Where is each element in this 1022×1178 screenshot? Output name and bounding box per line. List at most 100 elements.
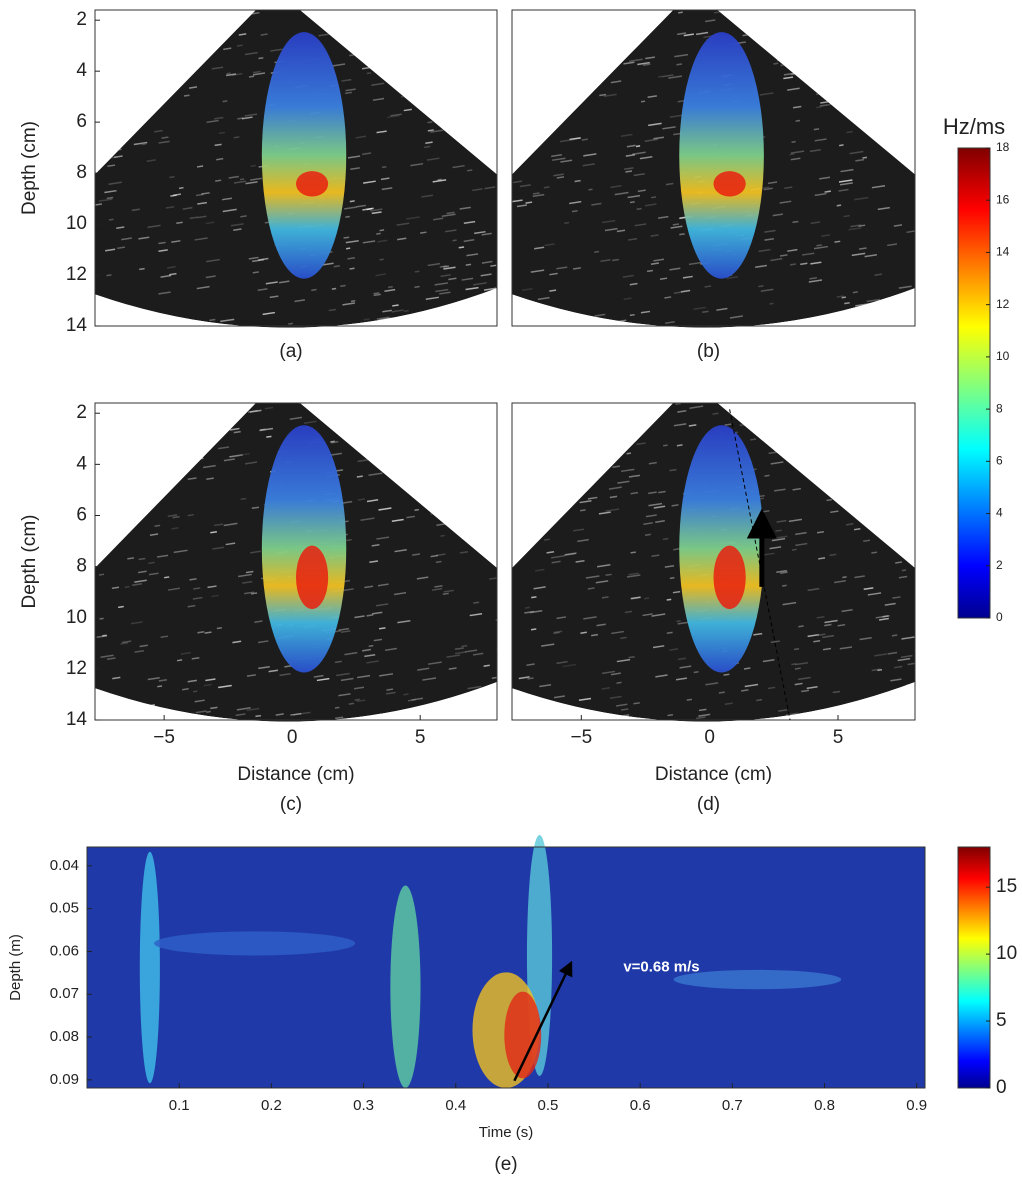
speckle	[338, 627, 349, 631]
speckle	[127, 557, 135, 560]
speckle	[381, 166, 387, 169]
speckle	[840, 168, 854, 173]
speckle	[345, 215, 350, 218]
x-tick-label: 0.9	[906, 1097, 927, 1114]
speckle	[229, 427, 240, 431]
speckle	[371, 211, 382, 215]
speckle	[675, 677, 688, 681]
y-tick-label: 18	[996, 140, 1010, 154]
speckle	[252, 258, 265, 263]
speckle	[836, 295, 844, 298]
y-tick-label: 0.08	[50, 1028, 79, 1045]
speckle	[756, 698, 763, 702]
speckle	[577, 538, 589, 543]
speckle	[427, 262, 441, 267]
speckle	[836, 204, 842, 207]
speckle	[173, 193, 182, 197]
speckle	[666, 631, 673, 634]
y-tick-label: 0.09	[50, 1071, 79, 1088]
speckle	[834, 240, 841, 243]
speckle	[862, 156, 868, 159]
speckle	[448, 277, 457, 281]
velocity-map	[679, 32, 764, 279]
speckle	[148, 572, 159, 576]
speckle	[427, 661, 442, 665]
speckle	[775, 529, 782, 532]
speckle	[824, 619, 838, 624]
speckle	[612, 465, 621, 468]
speckle	[853, 528, 861, 531]
speckle	[416, 576, 429, 580]
speckle	[248, 256, 259, 260]
y-tick-label: 6	[76, 504, 87, 525]
speckle	[686, 698, 693, 701]
speckle	[648, 122, 662, 127]
speckle	[767, 181, 778, 185]
speckle	[380, 177, 390, 181]
speckle	[776, 569, 788, 573]
speckle	[411, 697, 424, 701]
speckle	[724, 423, 732, 426]
speckle	[210, 530, 218, 534]
speckle	[275, 713, 284, 716]
speckle	[245, 570, 254, 574]
speckle	[532, 192, 540, 195]
speckle	[105, 248, 116, 252]
speckle	[239, 178, 245, 181]
speckle	[249, 409, 262, 413]
speckle	[250, 592, 258, 595]
speckle	[541, 643, 555, 647]
speckle	[213, 523, 224, 527]
speckle	[99, 617, 104, 620]
speckle	[601, 670, 616, 675]
speckle	[866, 298, 881, 303]
speckle	[331, 440, 339, 444]
speckle	[534, 246, 545, 250]
speckle	[230, 223, 244, 227]
speckle	[689, 405, 704, 409]
speckle	[329, 452, 342, 456]
speckle	[355, 204, 366, 208]
speckle	[591, 633, 599, 637]
speckle	[259, 427, 274, 432]
speckle	[459, 550, 469, 554]
speckle	[390, 113, 402, 117]
speckle	[446, 211, 455, 215]
speckle	[744, 683, 759, 688]
speckle	[877, 206, 890, 211]
speckle	[483, 664, 490, 667]
speckle	[651, 613, 666, 617]
speckle	[809, 149, 821, 153]
speckle	[427, 129, 434, 132]
speckle	[194, 237, 208, 241]
speckle	[816, 615, 825, 619]
speckle	[836, 204, 842, 207]
speckle	[197, 201, 207, 205]
speckle	[556, 616, 567, 620]
speckle	[901, 569, 907, 572]
frame	[94, 402, 498, 721]
speckle	[693, 306, 706, 311]
speckle	[349, 267, 355, 270]
y-tick-label: 8	[76, 556, 87, 577]
y-tick-label: 0	[996, 1077, 1007, 1098]
y-tick-label: 14	[66, 315, 88, 336]
speckle	[834, 579, 846, 584]
speckle	[776, 519, 787, 523]
speckle	[669, 267, 681, 271]
speckle	[772, 213, 783, 217]
speckle	[724, 702, 733, 705]
heat-streak	[504, 991, 542, 1079]
speckle	[770, 640, 780, 644]
speckle	[472, 652, 484, 656]
speckle	[236, 44, 243, 47]
speckle	[222, 100, 228, 103]
speckle	[848, 227, 862, 231]
y-tick-label: 2	[76, 402, 87, 423]
speckle	[863, 539, 871, 542]
speckle	[669, 648, 679, 651]
speckle	[474, 230, 486, 235]
speckle	[360, 517, 375, 521]
speckle	[813, 245, 828, 250]
speckle	[882, 615, 889, 618]
